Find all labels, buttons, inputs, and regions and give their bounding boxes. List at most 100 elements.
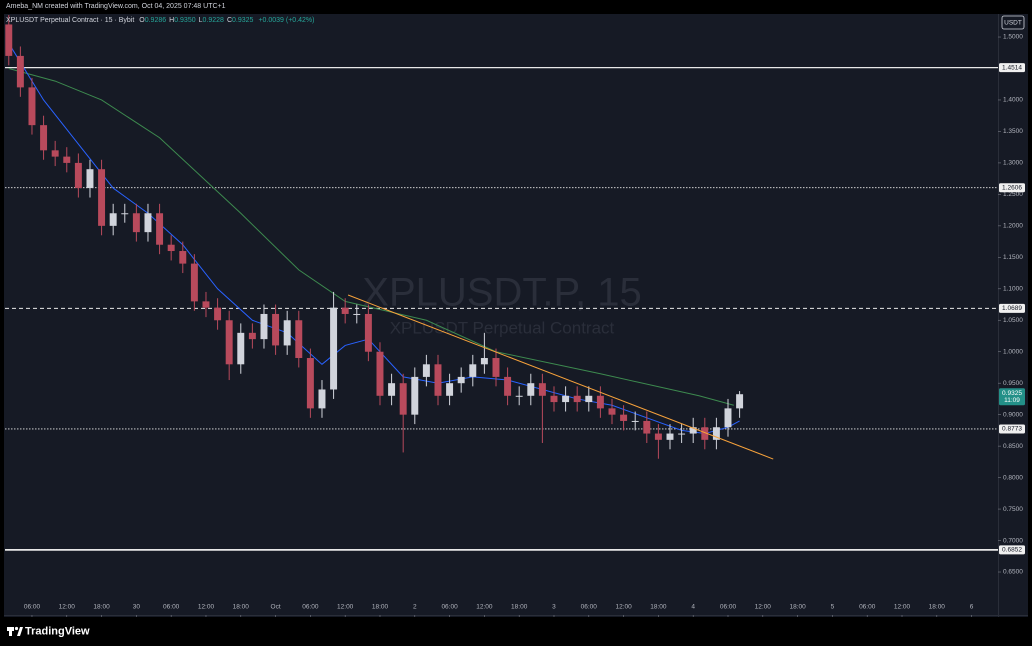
x-tick-label: 4 [691, 604, 695, 611]
x-tick-label: 30 [133, 604, 141, 611]
candle-body [736, 394, 744, 409]
legend-ohlc-item: O0.9286 [139, 17, 166, 24]
candle-body [260, 313, 268, 340]
candle-body [237, 332, 245, 365]
level-label: 1.4514 [1002, 64, 1022, 71]
candle-body [538, 383, 546, 396]
legend-ohlc-item: L0.9228 [199, 17, 224, 24]
candle-body [109, 213, 117, 226]
y-tick-label: 1.4000 [1003, 97, 1023, 104]
candle-body [527, 383, 535, 396]
x-tick-label: 2 [413, 604, 417, 611]
moving-average-line [8, 68, 734, 406]
x-tick-label: 06:00 [581, 604, 598, 611]
y-tick-label: 1.2000 [1003, 223, 1023, 230]
level-label: 1.0689 [1002, 305, 1022, 312]
plot-area: XPLUSDT.P, 15 XPLUSDT Perpetual Contract [5, 15, 998, 551]
x-tick-label: 12:00 [755, 604, 772, 611]
candle-body [689, 427, 697, 434]
last-price-label: 0.9325 [1002, 390, 1022, 397]
candle-body [144, 213, 152, 233]
y-tick-label: 1.1000 [1003, 286, 1023, 293]
candle-body [492, 358, 500, 377]
candle-body [376, 351, 384, 396]
x-tick-label: 18:00 [372, 604, 389, 611]
level-label-box [999, 63, 1025, 73]
candle-body [132, 213, 140, 233]
candle-body [411, 376, 419, 415]
candle-body [608, 408, 616, 415]
x-tick-label: 18:00 [789, 604, 806, 611]
y-tick-label: 1.2500 [1003, 191, 1023, 198]
legend-ohlc-label: H [169, 17, 175, 24]
candle-body [341, 307, 349, 314]
candle-body [596, 395, 604, 409]
currency-label[interactable]: USDT [1004, 20, 1022, 27]
candle-body [701, 427, 709, 440]
level-label-box [999, 424, 1025, 434]
last-price-box [999, 388, 1025, 406]
candle-body [585, 395, 593, 403]
candle-body [631, 420, 639, 422]
y-tick-label: 1.5000 [1003, 34, 1023, 41]
candle-body [457, 376, 465, 384]
logo-part [9, 627, 12, 636]
level-label: 1.2606 [1002, 184, 1022, 191]
candle-body [272, 313, 280, 346]
y-tick-label: 0.7000 [1003, 537, 1023, 544]
y-tick-label: 0.7500 [1003, 506, 1023, 513]
y-tick-label: 0.9000 [1003, 411, 1023, 418]
x-tick-label: 6 [970, 604, 974, 611]
candle-body [364, 313, 372, 352]
y-tick-label: 0.8500 [1003, 443, 1023, 450]
candle-body [504, 376, 512, 396]
candle-body [712, 427, 720, 440]
currency-box[interactable] [1001, 15, 1025, 30]
x-tick-label: 06:00 [163, 604, 180, 611]
legend-ohlc-item: C0.9325 [227, 17, 253, 24]
candle-body [51, 150, 59, 157]
candle-body [573, 395, 581, 403]
y-tick-label: 0.8000 [1003, 474, 1023, 481]
candle-body [214, 307, 222, 321]
x-tick-label: 3 [552, 604, 556, 611]
legend-symbol[interactable]: XPLUSDT Perpetual Contract · 15 · Bybit [6, 17, 135, 24]
legend-ohlc-value: 0.9286 [144, 17, 167, 24]
candle-body [167, 244, 175, 252]
logo-part [14, 626, 19, 631]
candle-body [28, 87, 36, 126]
candle-body [156, 213, 164, 245]
header-credit: Ameba_NM created with TradingView.com, O… [6, 3, 226, 10]
candle-body [724, 408, 732, 428]
candle-body [515, 395, 523, 397]
candle-body [190, 263, 198, 302]
candle-body [283, 320, 291, 346]
last-price-countdown: 11:09 [1004, 397, 1020, 404]
x-tick-label: 18:00 [929, 604, 946, 611]
watermark-subtitle: XPLUSDT Perpetual Contract [390, 318, 615, 337]
candle-body [295, 320, 303, 359]
candle-body [306, 358, 314, 409]
trendline [347, 294, 774, 460]
legend-ohlc-label: C [226, 17, 233, 24]
y-tick-label: 0.9500 [1003, 380, 1023, 387]
x-tick-label: 06:00 [441, 604, 458, 611]
y-tick-label: 1.0000 [1003, 348, 1023, 355]
candle-body [643, 420, 651, 434]
legend-ohlc-value: 0.9325 [232, 17, 254, 24]
candle-body [399, 383, 407, 415]
x-tick-label: 12:00 [198, 604, 215, 611]
candle-body [225, 320, 233, 365]
candle-body [179, 251, 187, 264]
candle-body [469, 364, 477, 377]
x-tick-label: 06:00 [859, 604, 876, 611]
candle-body [550, 395, 558, 403]
x-tick-label: 12:00 [615, 604, 632, 611]
level-label: 0.6852 [1002, 547, 1022, 554]
candle-body [666, 433, 674, 440]
x-tick-label: Oct [271, 604, 281, 611]
x-tick-label: 06:00 [24, 604, 41, 611]
y-tick-label: 1.1500 [1003, 254, 1023, 261]
